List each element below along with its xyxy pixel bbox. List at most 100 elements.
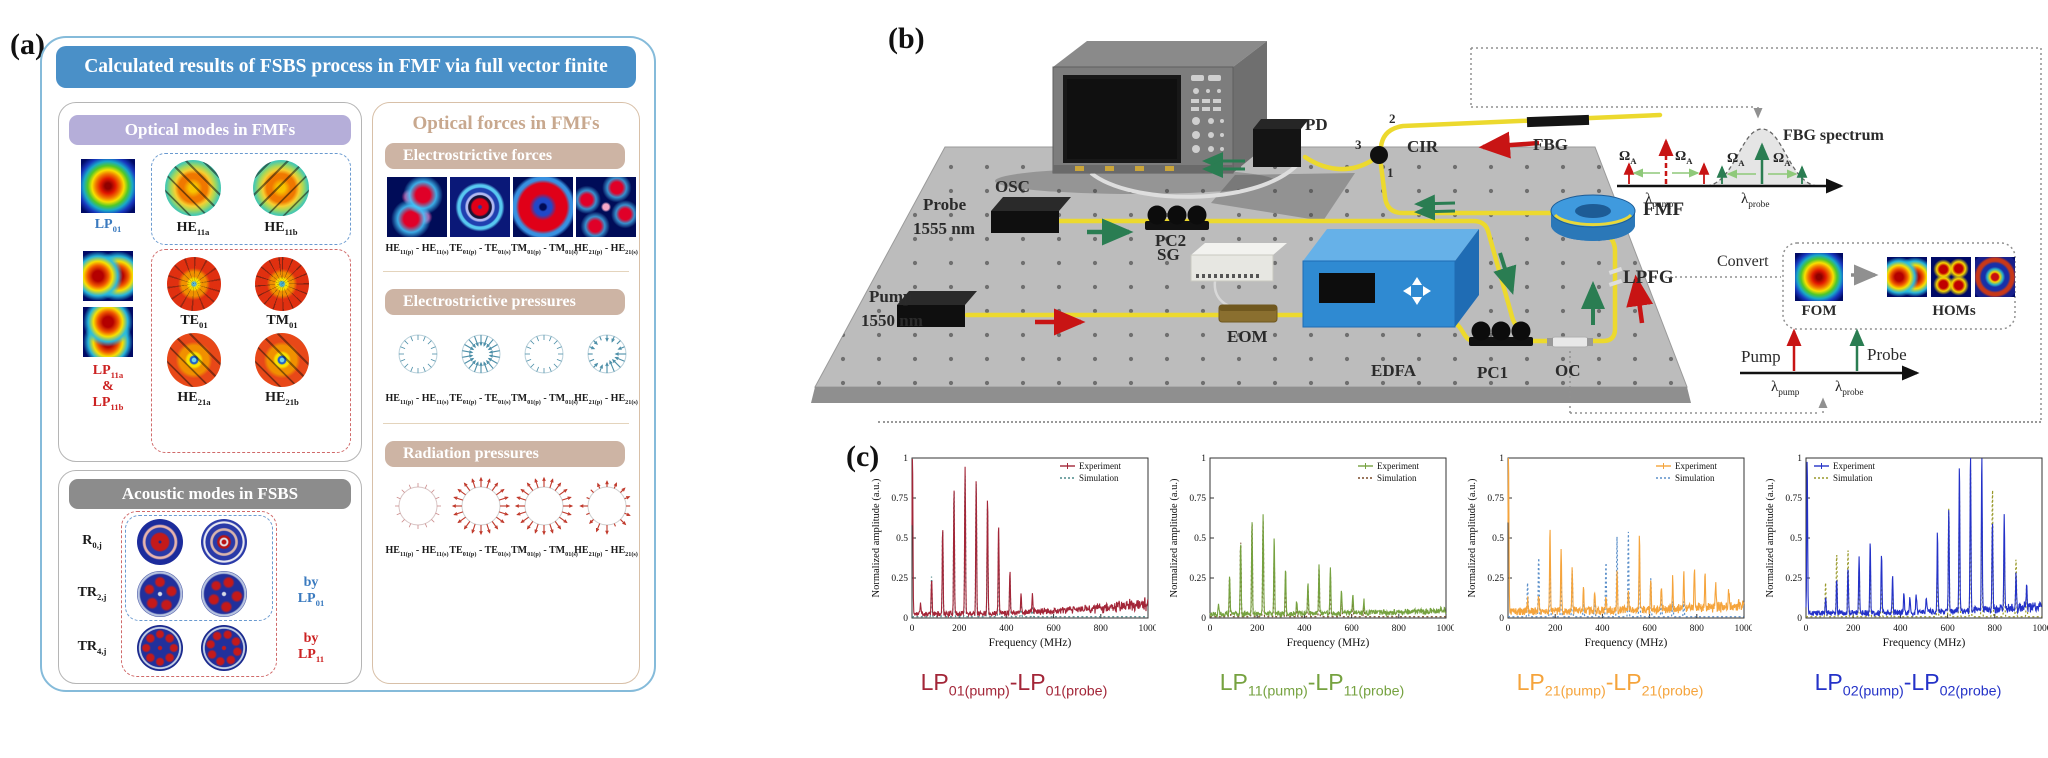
svg-text:200: 200 [952, 624, 967, 634]
svg-text:1000: 1000 [1437, 624, 1455, 634]
svg-text:1: 1 [1201, 454, 1206, 464]
forces-section1-header: Electrostrictive forces [385, 143, 625, 169]
pressure-label-4: HE21(p) - HE21(s) [574, 393, 638, 406]
svg-text:600: 600 [1940, 624, 1955, 634]
chart-caption: LP11(pump)-LP11(probe) [1219, 669, 1405, 700]
eom-label: EOM [1227, 327, 1268, 346]
forces-section2-header: Electrostrictive pressures [385, 289, 625, 315]
lambda-pump-label-1: λpump [1645, 191, 1674, 210]
fbg-spectrum-title: FBG spectrum [1783, 127, 1884, 144]
svg-text:Experiment: Experiment [1377, 461, 1419, 471]
homs-label: HOMs [1932, 303, 1976, 319]
svg-text:0: 0 [1506, 624, 1511, 634]
svg-text:Simulation: Simulation [1675, 473, 1715, 483]
svg-text:Simulation: Simulation [1377, 473, 1417, 483]
svg-text:Simulation: Simulation [1079, 473, 1119, 483]
svg-text:1000: 1000 [1735, 624, 1753, 634]
radiation-label-4: HE21(p) - HE21(s) [574, 545, 638, 558]
acoustic-image-tr4j-2 [201, 625, 247, 671]
ampersand: & [102, 379, 114, 394]
acoustic-image-tr4j-1 [137, 625, 183, 671]
svg-text:0.75: 0.75 [1487, 494, 1504, 504]
omega-a-1: ΩA [1619, 149, 1637, 166]
svg-text:0.75: 0.75 [891, 494, 908, 504]
osc-pd-cable [1089, 163, 1299, 199]
svg-text:800: 800 [1094, 624, 1109, 634]
lambda-probe-label-2: λprobe [1835, 379, 1864, 398]
svg-text:Frequency (MHz): Frequency (MHz) [1585, 637, 1668, 649]
mode-label-he21b: HE21b [265, 390, 299, 407]
svg-text:0.5: 0.5 [1194, 534, 1206, 544]
fbg-component [1526, 114, 1590, 128]
svg-text:200: 200 [1846, 624, 1861, 634]
pump-probe-inset [1740, 328, 1920, 381]
cir-label: CIR [1407, 137, 1439, 156]
optical-modes-header: Optical modes in FMFs [69, 115, 351, 145]
pc2-label: PC2 [1155, 231, 1187, 250]
radiation-diagram-te01 [450, 475, 512, 542]
pump-arrow-label: Pump [1741, 347, 1781, 366]
fom-mode-image [1795, 253, 1843, 301]
mode-label-te01: TE01 [180, 313, 208, 330]
svg-text:0.5: 0.5 [896, 534, 908, 544]
pump-label-line2: 1550 nm [861, 311, 923, 330]
svg-text:1: 1 [1499, 454, 1504, 464]
cir-port3-label: 3 [1355, 137, 1362, 152]
mode-label-he11b: HE11b [264, 220, 298, 237]
svg-text:0.5: 0.5 [1492, 534, 1504, 544]
radiation-diagram-he11 [387, 475, 449, 542]
acoustic-row-label-tr2j: TR2,j [77, 585, 107, 602]
svg-text:1: 1 [1797, 454, 1802, 464]
optical-modes-box: Optical modes in FMFs LP01 HE11a HE11b L… [58, 102, 362, 462]
force-image-te01 [450, 177, 510, 237]
hom-mode-image-lp02 [1975, 257, 2015, 297]
spectrum-plot: 0 200 400 600 800 1000 0 0.25 0.5 0.75 1 Frequency … [871, 454, 1158, 649]
svg-text:400: 400 [1595, 624, 1610, 634]
pressure-diagram-he11 [387, 323, 449, 390]
svg-text:0: 0 [1499, 614, 1504, 624]
pressure-diagram-te01 [450, 323, 512, 390]
panel-a-title: Calculated results of FSBS process in FM… [56, 46, 636, 119]
svg-text:0: 0 [1804, 624, 1809, 634]
panel-b-label: (b) [888, 22, 925, 55]
edfa-amplifier [1302, 229, 1479, 328]
mode-label-he21a: HE21a [177, 390, 211, 407]
radiation-label-2: TE01(p) - TE01(s) [449, 545, 511, 558]
pump-laser [897, 291, 977, 327]
mode-image-lp01 [81, 159, 135, 213]
probe-label-line1: Probe [923, 195, 967, 214]
panel-separator [878, 421, 2041, 423]
cir-port1-label: 1 [1387, 165, 1394, 180]
mode-image-he11b [253, 160, 309, 216]
svg-text:1000: 1000 [1139, 624, 1157, 634]
direction-arrows [1035, 131, 1654, 336]
circulator [1370, 146, 1388, 164]
svg-text:1: 1 [903, 454, 908, 464]
oscilloscope [1052, 41, 1267, 174]
lpfg-label: LPFG [1623, 267, 1674, 288]
mode-image-he11a [165, 160, 221, 216]
svg-text:Normalized amplitude (a.u.): Normalized amplitude (a.u.) [1169, 478, 1180, 597]
acoustic-modes-box: Acoustic modes in FSBS R0,j TR2,j TR4,j … [58, 470, 362, 684]
svg-text:Experiment: Experiment [1079, 461, 1121, 471]
mode-image-lp11b [83, 307, 133, 357]
lambda-probe-label-1: λprobe [1741, 191, 1770, 210]
svg-text:1000: 1000 [2033, 624, 2048, 634]
force-label-4: HE21(p) - HE21(s) [574, 243, 638, 256]
cir-port2-label: 2 [1389, 111, 1396, 126]
probe-label-line2: 1555 nm [913, 219, 975, 238]
mode-label-lp11a: LP11a [92, 363, 124, 380]
dotted-guides [1470, 47, 2042, 421]
svg-text:Experiment: Experiment [1675, 461, 1717, 471]
svg-text:400: 400 [1893, 624, 1908, 634]
divider-2 [383, 423, 629, 424]
svg-text:600: 600 [1344, 624, 1359, 634]
edfa-emblem [1403, 277, 1431, 305]
svg-text:200: 200 [1548, 624, 1563, 634]
mode-image-he21b [255, 333, 309, 387]
osc-label: OSC [995, 177, 1030, 196]
mode-label-lp11b: LP11b [92, 395, 124, 412]
pressure-label-1: HE11(p) - HE11(s) [385, 393, 449, 406]
force-label-2: TE01(p) - TE01(s) [449, 243, 511, 256]
electro-optic-modulator [1218, 304, 1278, 323]
